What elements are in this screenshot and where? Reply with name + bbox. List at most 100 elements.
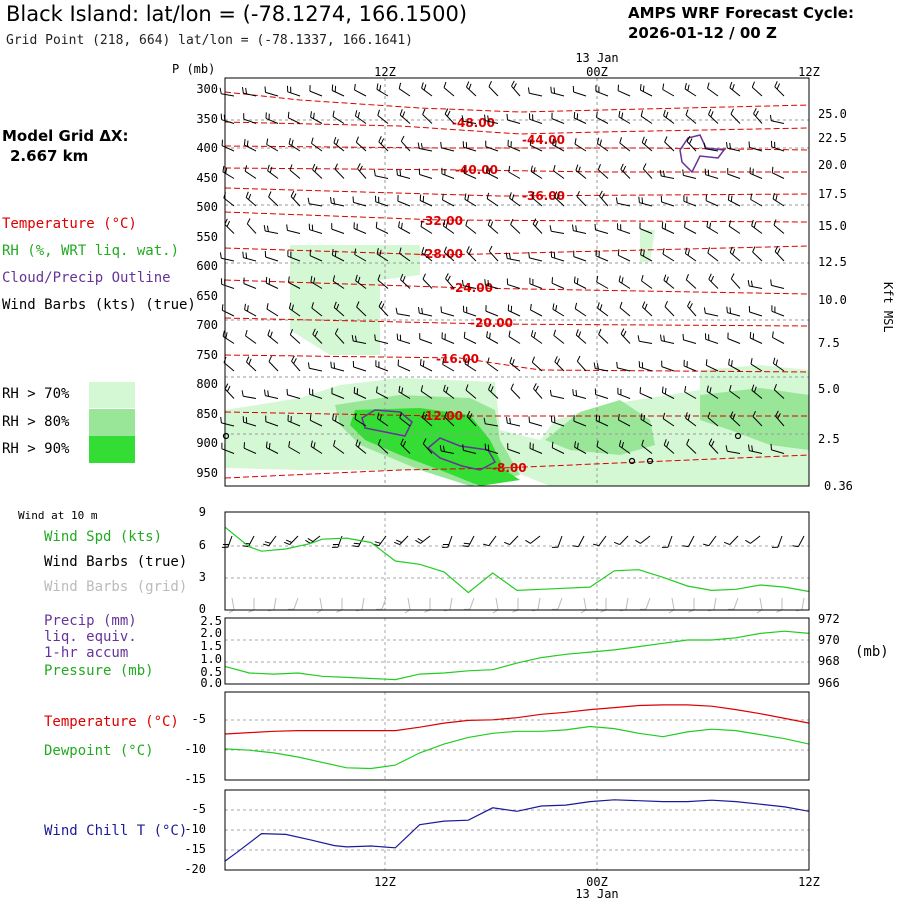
wind-barb-feather	[643, 250, 645, 257]
wind-barb	[441, 147, 455, 152]
wind-barb-feather	[618, 275, 621, 282]
wind-barb-feather	[508, 330, 511, 337]
wind-barb	[557, 535, 563, 548]
wind-barb-feather	[331, 249, 334, 256]
wind-barb	[485, 284, 499, 289]
wind-barb	[333, 142, 345, 152]
height-tick: 15.0	[818, 219, 847, 233]
wind-barb	[378, 535, 387, 546]
wind-barb-feather	[357, 163, 361, 169]
wind-barb	[420, 390, 433, 399]
wind-barb-feather	[466, 81, 470, 88]
wind-barb-feather	[351, 335, 354, 342]
wind-barb-feather	[395, 307, 398, 314]
wind-barb-feather	[531, 191, 535, 198]
wind-barb-feather	[421, 82, 424, 89]
wind-barb-feather	[730, 273, 735, 280]
wind-barb-feather	[554, 191, 558, 198]
wind-barb-feather	[509, 192, 512, 199]
wind-barb	[686, 444, 697, 454]
wind-barb	[485, 423, 499, 427]
wind-barb-feather	[774, 81, 778, 88]
wind-barb-feather	[504, 541, 510, 546]
legend-wind-barbs-true: Wind Barbs (true)	[44, 554, 188, 570]
wind-barb-feather	[644, 138, 648, 145]
wind-barb-feather	[731, 84, 735, 91]
wind-barb	[708, 443, 719, 454]
wind-barb-feather	[686, 438, 690, 445]
time-tick-top: 12Z	[798, 65, 820, 79]
wind-barb-feather	[332, 413, 334, 420]
wind-barb	[422, 114, 433, 124]
wind-barb-feather	[553, 87, 556, 94]
wind-barb	[551, 395, 565, 399]
wind-barb	[619, 535, 629, 545]
wind-chill-line	[224, 799, 810, 862]
wind-barb-feather	[572, 224, 574, 231]
wind-barb-feather	[310, 111, 312, 118]
wind-barb-feather	[729, 142, 731, 149]
wind-barb-feather	[619, 301, 623, 308]
wind-barb-feather	[619, 137, 622, 144]
pressure-tick: 900	[196, 436, 218, 450]
wind-barb	[595, 229, 609, 234]
wind-barb	[707, 417, 719, 427]
wind-barb	[469, 597, 475, 610]
wind-barb-feather	[291, 355, 295, 362]
wind-barb-feather	[620, 163, 624, 170]
wind-barb	[598, 535, 607, 546]
wind-barb-feather	[549, 225, 552, 232]
wind-barb	[332, 280, 345, 289]
wind-barb-feather	[663, 109, 666, 116]
wind-barb-feather	[380, 303, 385, 310]
wind-barb-feather	[747, 280, 750, 287]
wind-barb-feather	[641, 274, 644, 282]
wind-barb	[639, 392, 653, 399]
wind-barb-feather	[488, 383, 492, 390]
wind-barb	[378, 141, 389, 152]
wind-barb-feather	[377, 439, 381, 445]
wind-barb	[398, 391, 411, 399]
wind-barb	[288, 446, 301, 454]
wind-barb-feather	[682, 545, 689, 548]
height-tick: 2.5	[818, 432, 840, 446]
isotherm-40	[224, 167, 809, 173]
wind-barb-feather	[443, 246, 447, 253]
wind-barb-feather	[687, 84, 690, 91]
isotherm-44	[224, 145, 810, 151]
wind-barb	[310, 116, 323, 124]
rh80-area-right	[545, 400, 655, 455]
precip-tick: 0.0	[200, 676, 222, 690]
wind-barb	[727, 450, 741, 454]
chill-frame	[224, 789, 810, 871]
wind-tick: 6	[199, 538, 206, 552]
wind-barb	[617, 228, 631, 234]
wind-barb	[749, 450, 763, 454]
wind-barb-feather	[771, 166, 774, 173]
wind-barb-feather	[552, 303, 555, 310]
wind-barb	[705, 200, 719, 207]
wind-barb-feather	[222, 330, 225, 337]
temperature-line	[224, 704, 810, 735]
wind-barb	[661, 175, 675, 179]
wind-barb	[265, 395, 279, 399]
wind-barb-feather	[355, 136, 359, 143]
wind-barb-feather	[641, 136, 645, 143]
wind-barb-feather	[573, 111, 576, 119]
wind-barb-feather	[305, 539, 311, 544]
isotherm-label: -8.00	[492, 461, 527, 475]
wind-barb	[265, 230, 279, 234]
wind-barb-feather	[710, 275, 715, 282]
wind-barb-feather	[442, 220, 446, 227]
wind-barb-feather	[684, 221, 686, 228]
wind-barb-feather	[357, 111, 360, 119]
wind-barb	[639, 340, 653, 344]
wind-barb-feather	[576, 278, 579, 285]
wind-barb	[752, 416, 763, 427]
wind-barb	[289, 169, 301, 179]
wind-barb-feather	[220, 416, 222, 423]
wind-barb	[400, 443, 411, 454]
wind-barb-feather	[263, 543, 270, 547]
wind-barb	[683, 365, 697, 372]
wind-barb	[422, 443, 433, 454]
